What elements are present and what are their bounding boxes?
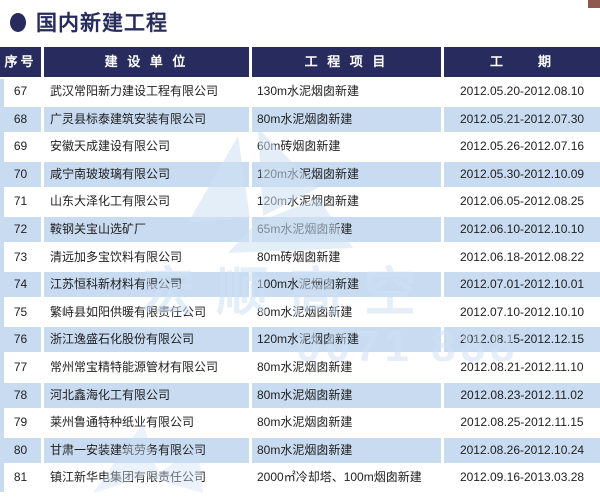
project-cell: 65m水泥烟囱新建 xyxy=(252,216,441,242)
row-number-cell: 75 xyxy=(0,299,41,325)
project-cell: 60m砖烟囱新建 xyxy=(252,134,441,160)
row-number-cell: 74 xyxy=(0,272,41,298)
company-cell: 武汉常阳新力建设工程有限公司 xyxy=(44,79,249,104)
period-cell: 2012.08.25-2012.11.15 xyxy=(444,410,600,436)
project-cell: 120m水泥烟囱新建 xyxy=(252,189,441,215)
period-cell: 2012.07.01-2012.10.01 xyxy=(444,272,600,298)
company-cell: 浙江逸盛石化股份有限公司 xyxy=(44,327,249,353)
period-cell: 2012.05.20-2012.08.10 xyxy=(444,79,600,104)
period-cell: 2012.05.30-2012.10.09 xyxy=(444,161,600,187)
row-number-cell: 77 xyxy=(0,354,41,380)
table-row: 72 鞍钢关宝山选矿厂 65m水泥烟囱新建 2012.06.10-2012.10… xyxy=(0,216,600,242)
project-cell: 120m水泥烟囱新建 xyxy=(252,161,441,187)
table-row: 79 莱州鲁通特种纸业有限公司 80m水泥烟囱新建 2012.08.25-201… xyxy=(0,410,600,436)
header-period: 工 期 xyxy=(444,47,600,77)
table-row: 76 浙江逸盛石化股份有限公司 120m水泥烟囱新建 2012.08.15-20… xyxy=(0,327,600,353)
project-cell: 120m水泥烟囱新建 xyxy=(252,327,441,353)
table-row: 78 河北鑫海化工有限公司 80m水泥烟囱新建 2012.08.23-2012.… xyxy=(0,382,600,408)
company-cell: 广灵县标泰建筑安装有限公司 xyxy=(44,106,249,132)
row-number-cell: 72 xyxy=(0,216,41,242)
bullet-icon xyxy=(10,12,26,32)
project-cell: 100m水泥烟囱新建 xyxy=(252,272,441,298)
header-project: 工 程 项 目 xyxy=(252,47,441,77)
company-cell: 江苏恒科新材料有限公司 xyxy=(44,272,249,298)
table-row: 68 广灵县标泰建筑安装有限公司 80m水泥烟囱新建 2012.05.21-20… xyxy=(0,106,600,132)
row-number-cell: 73 xyxy=(0,244,41,270)
project-cell: 80m水泥烟囱新建 xyxy=(252,299,441,325)
row-number-cell: 79 xyxy=(0,410,41,436)
project-cell: 80m水泥烟囱新建 xyxy=(252,106,441,132)
period-cell: 2012.05.21-2012.07.30 xyxy=(444,106,600,132)
project-cell: 80m水泥烟囱新建 xyxy=(252,437,441,463)
row-number-cell: 76 xyxy=(0,327,41,353)
projects-table: 序号 建 设 单 位 工 程 项 目 工 期 67 武汉常阳新力建设工程有限公司… xyxy=(0,47,600,493)
company-cell: 镇江新华电集团有限责任公司 xyxy=(44,465,249,491)
row-number-cell: 78 xyxy=(0,382,41,408)
period-cell: 2012.06.10-2012.10.10 xyxy=(444,216,600,242)
table-row: 81 镇江新华电集团有限责任公司 2000㎡冷却塔、100m烟囱新建 2012.… xyxy=(0,465,600,491)
row-number-cell: 67 xyxy=(0,79,41,104)
row-number-cell: 81 xyxy=(0,465,41,491)
row-number-cell: 68 xyxy=(0,106,41,132)
header-no: 序号 xyxy=(0,47,41,77)
company-cell: 安徽天成建设有限公司 xyxy=(44,134,249,160)
period-cell: 2012.08.23-2012.11.02 xyxy=(444,382,600,408)
company-cell: 常州常宝精特能源管材有限公司 xyxy=(44,354,249,380)
table-left-border xyxy=(0,79,4,492)
period-cell: 2012.06.18-2012.08.22 xyxy=(444,244,600,270)
period-cell: 2012.05.26-2012.07.16 xyxy=(444,134,600,160)
period-cell: 2012.08.21-2012.11.10 xyxy=(444,354,600,380)
company-cell: 莱州鲁通特种纸业有限公司 xyxy=(44,410,249,436)
company-cell: 山东大泽化工有限公司 xyxy=(44,189,249,215)
project-cell: 130m水泥烟囱新建 xyxy=(252,79,441,104)
project-cell: 80m砖烟囱新建 xyxy=(252,244,441,270)
period-cell: 2012.09.16-2013.03.28 xyxy=(444,465,600,491)
company-cell: 河北鑫海化工有限公司 xyxy=(44,382,249,408)
row-number-cell: 80 xyxy=(0,437,41,463)
period-cell: 2012.07.10-2012.10.10 xyxy=(444,299,600,325)
header-company: 建 设 单 位 xyxy=(44,47,249,77)
period-cell: 2012.08.26-2012.10.24 xyxy=(444,437,600,463)
project-cell: 80m水泥烟囱新建 xyxy=(252,354,441,380)
table-body: 67 武汉常阳新力建设工程有限公司 130m水泥烟囱新建 2012.05.20-… xyxy=(0,79,600,491)
table-row: 74 江苏恒科新材料有限公司 100m水泥烟囱新建 2012.07.01-201… xyxy=(0,272,600,298)
table-row: 80 甘肃一安装建筑劳务有限公司 80m水泥烟囱新建 2012.08.26-20… xyxy=(0,437,600,463)
row-number-cell: 70 xyxy=(0,161,41,187)
period-cell: 2012.06.05-2012.08.25 xyxy=(444,189,600,215)
company-cell: 鞍钢关宝山选矿厂 xyxy=(44,216,249,242)
company-cell: 繁峙县如阳供暖有限责任公司 xyxy=(44,299,249,325)
company-cell: 清远加多宝饮料有限公司 xyxy=(44,244,249,270)
table-row: 71 山东大泽化工有限公司 120m水泥烟囱新建 2012.06.05-2012… xyxy=(0,189,600,215)
table-row: 77 常州常宝精特能源管材有限公司 80m水泥烟囱新建 2012.08.21-2… xyxy=(0,354,600,380)
table-row: 67 武汉常阳新力建设工程有限公司 130m水泥烟囱新建 2012.05.20-… xyxy=(0,79,600,104)
project-cell: 80m水泥烟囱新建 xyxy=(252,382,441,408)
period-cell: 2012.08.15-2012.12.15 xyxy=(444,327,600,353)
company-cell: 咸宁南玻玻璃有限公司 xyxy=(44,161,249,187)
table-row: 73 清远加多宝饮料有限公司 80m砖烟囱新建 2012.06.18-2012.… xyxy=(0,244,600,270)
project-cell: 2000㎡冷却塔、100m烟囱新建 xyxy=(252,465,441,491)
table-row: 69 安徽天成建设有限公司 60m砖烟囱新建 2012.05.26-2012.0… xyxy=(0,134,600,160)
corner-artifact xyxy=(588,0,600,8)
table-header-row: 序号 建 设 单 位 工 程 项 目 工 期 xyxy=(0,47,600,77)
company-cell: 甘肃一安装建筑劳务有限公司 xyxy=(44,437,249,463)
row-number-cell: 69 xyxy=(0,134,41,160)
table-row: 70 咸宁南玻玻璃有限公司 120m水泥烟囱新建 2012.05.30-2012… xyxy=(0,161,600,187)
project-cell: 80m水泥烟囱新建 xyxy=(252,410,441,436)
table-row: 75 繁峙县如阳供暖有限责任公司 80m水泥烟囱新建 2012.07.10-20… xyxy=(0,299,600,325)
page-title: 国内新建工程 xyxy=(36,12,168,35)
page-title-bar: 国内新建工程 xyxy=(10,7,168,37)
row-number-cell: 71 xyxy=(0,189,41,215)
